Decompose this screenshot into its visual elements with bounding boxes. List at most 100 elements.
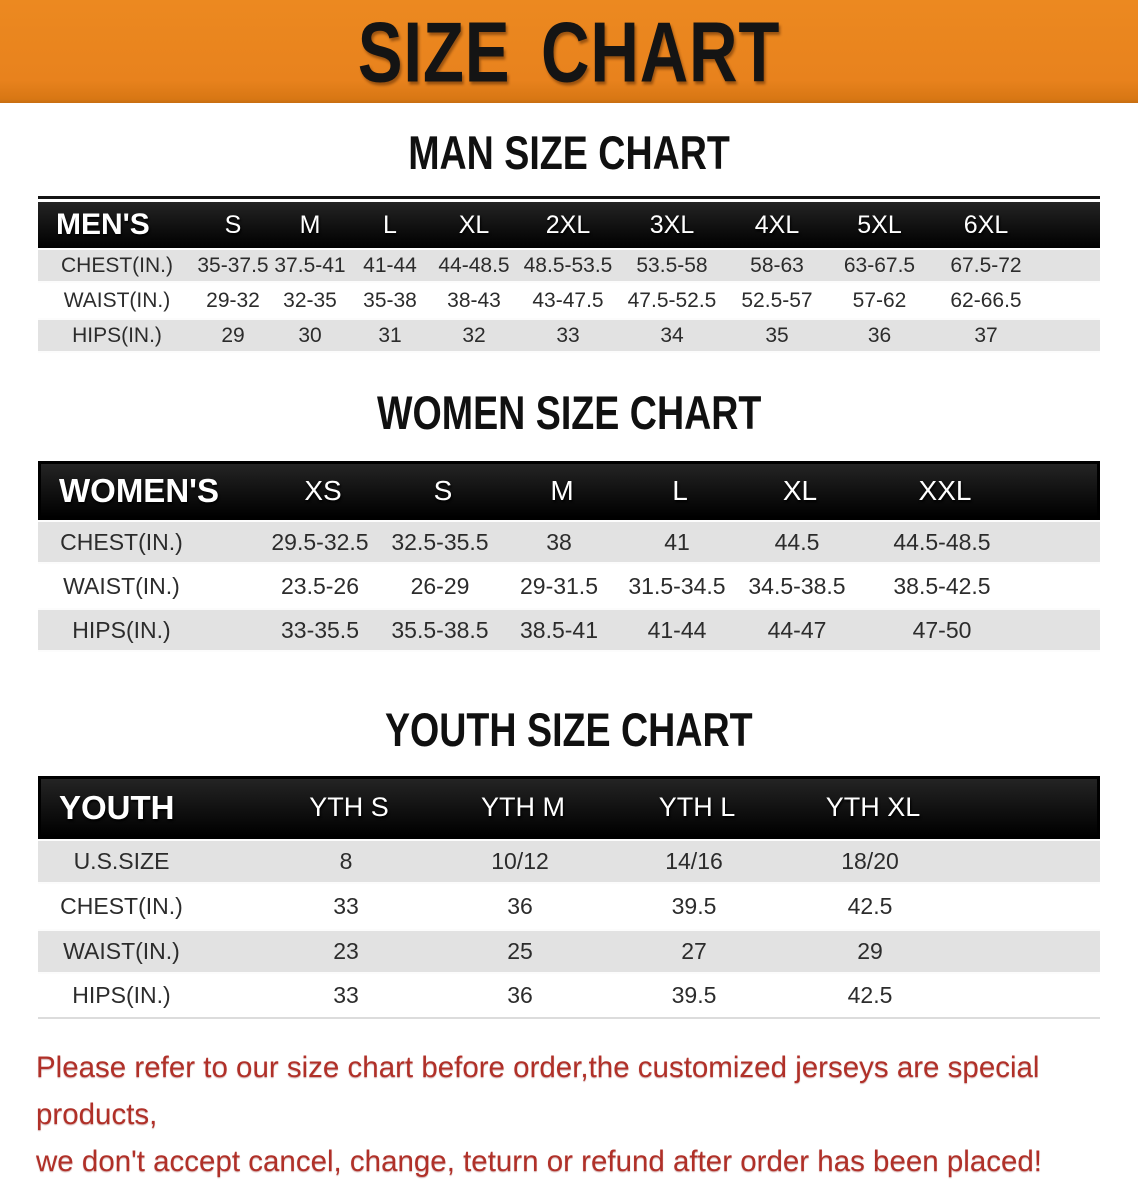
women-col-m: M — [550, 474, 574, 506]
men-col-6xl: 6XL — [963, 210, 1009, 239]
cell: 44.5-48.5 — [893, 528, 991, 555]
cell: 38.5-42.5 — [893, 572, 991, 599]
men-col-3xl: 3XL — [649, 210, 695, 239]
cell: 44-48.5 — [438, 253, 510, 277]
cell: 14/16 — [665, 848, 723, 874]
cell: 33 — [333, 982, 359, 1008]
order-policy-line1: Please refer to our size chart before or… — [36, 1051, 1040, 1131]
cell: 32 — [462, 323, 486, 347]
men-table-header: MEN'S S M L XL 2XL 3XL 4XL 5XL 6XL — [38, 202, 1100, 248]
youth-table-header: YOUTH YTH S YTH M YTH L YTH XL — [38, 776, 1100, 839]
cell: 26-29 — [410, 572, 470, 599]
youth-hips-row: HIPS(IN.) 33 36 39.5 42.5 — [38, 974, 1100, 1019]
cell: 35-37.5 — [197, 253, 269, 277]
men-col-m: M — [299, 210, 321, 239]
men-col-l: L — [383, 210, 397, 239]
cell: 47-50 — [912, 616, 972, 643]
cell: 29.5-32.5 — [271, 528, 369, 555]
youth-chest-row: CHEST(IN.) 33 36 39.5 42.5 — [38, 884, 1100, 929]
cell: 25 — [507, 938, 533, 964]
cell: 38-43 — [447, 288, 501, 312]
women-heading-text: WOMEN SIZE CHART — [376, 386, 762, 439]
cell: 39.5 — [671, 893, 717, 919]
cell: 43-47.5 — [532, 288, 604, 312]
cell: 33 — [556, 323, 580, 347]
cell: 35.5-38.5 — [391, 616, 489, 643]
cell: 35 — [765, 323, 789, 347]
cell: 31 — [378, 323, 402, 347]
row-label: HIPS(IN.) — [72, 616, 171, 643]
order-policy-line2: we don't accept cancel, change, teturn o… — [36, 1145, 1042, 1178]
youth-heading-text: YOUTH SIZE CHART — [385, 703, 753, 756]
row-label: WAIST(IN.) — [63, 288, 171, 312]
cell: 8 — [339, 848, 353, 874]
cell: 48.5-53.5 — [523, 253, 613, 277]
cell: 36 — [507, 982, 533, 1008]
row-label: CHEST(IN.) — [60, 528, 183, 555]
women-col-xl: XL — [782, 474, 818, 506]
youth-col-s: YTH S — [309, 792, 389, 822]
order-policy-note: Please refer to our size chart before or… — [0, 1044, 1138, 1185]
youth-waist-row: WAIST(IN.) 23 25 27 29 — [38, 929, 1100, 974]
row-label: U.S.SIZE — [73, 848, 170, 874]
cell: 32.5-35.5 — [391, 528, 489, 555]
women-section-heading: WOMEN SIZE CHART — [0, 389, 1138, 436]
cell: 58-63 — [750, 253, 804, 277]
youth-col-l: YTH L — [658, 792, 736, 822]
women-col-xxl: XXL — [918, 474, 972, 506]
men-col-5xl: 5XL — [857, 210, 902, 239]
cell: 42.5 — [847, 982, 893, 1008]
cell: 29 — [221, 323, 245, 347]
youth-corner-label: YOUTH — [59, 788, 175, 826]
cell: 41 — [664, 528, 690, 555]
cell: 47.5-52.5 — [627, 288, 717, 312]
men-section-heading: MAN SIZE CHART — [0, 129, 1138, 176]
youth-col-m: YTH M — [481, 792, 565, 822]
youth-size-table: YOUTH YTH S YTH M YTH L YTH XL U.S.SIZE … — [38, 776, 1100, 1019]
youth-ussize-row: U.S.SIZE 8 10/12 14/16 18/20 — [38, 839, 1100, 884]
cell: 23.5-26 — [280, 572, 359, 599]
cell: 44.5 — [774, 528, 820, 555]
cell: 62-66.5 — [950, 288, 1022, 312]
cell: 32-35 — [283, 288, 337, 312]
row-label: WAIST(IN.) — [63, 572, 180, 599]
row-label: CHEST(IN.) — [61, 253, 173, 277]
men-hips-row: HIPS(IN.) 29 30 31 32 33 34 35 36 37 — [38, 318, 1100, 353]
cell: 38 — [546, 528, 572, 555]
men-col-s: S — [224, 210, 242, 239]
women-col-xs: XS — [304, 474, 342, 506]
cell: 31.5-34.5 — [628, 572, 726, 599]
cell: 34 — [660, 323, 684, 347]
cell: 34.5-38.5 — [748, 572, 846, 599]
men-col-xl: XL — [458, 210, 490, 239]
women-table-header: WOMEN'S XS S M L XL XXL — [38, 461, 1100, 520]
youth-section-heading: YOUTH SIZE CHART — [0, 706, 1138, 753]
cell: 30 — [298, 323, 322, 347]
cell: 38.5-41 — [519, 616, 598, 643]
cell: 63-67.5 — [843, 253, 916, 277]
cell: 27 — [681, 938, 707, 964]
cell: 23 — [333, 938, 359, 964]
men-heading-text: MAN SIZE CHART — [408, 126, 730, 179]
women-waist-row: WAIST(IN.) 23.5-26 26-29 29-31.5 31.5-34… — [38, 564, 1100, 608]
banner: SIZE CHART — [0, 0, 1138, 103]
youth-col-xl: YTH XL — [825, 792, 921, 822]
cell: 44-47 — [767, 616, 827, 643]
men-chest-row: CHEST(IN.) 35-37.5 37.5-41 41-44 44-48.5… — [38, 248, 1100, 283]
cell: 10/12 — [491, 848, 549, 874]
cell: 41-44 — [363, 253, 417, 277]
cell: 37 — [974, 323, 998, 347]
cell: 53.5-58 — [636, 253, 708, 277]
cell: 18/20 — [841, 848, 899, 874]
cell: 33 — [333, 893, 359, 919]
women-corner-label: WOMEN'S — [59, 471, 220, 509]
cell: 37.5-41 — [274, 253, 346, 277]
women-chest-row: CHEST(IN.) 29.5-32.5 32.5-35.5 38 41 44.… — [38, 520, 1100, 564]
cell: 42.5 — [847, 893, 893, 919]
men-col-4xl: 4XL — [754, 210, 800, 239]
row-label: HIPS(IN.) — [72, 982, 171, 1008]
cell: 35-38 — [363, 288, 417, 312]
cell: 29-32 — [206, 288, 260, 312]
cell: 52.5-57 — [741, 288, 813, 312]
